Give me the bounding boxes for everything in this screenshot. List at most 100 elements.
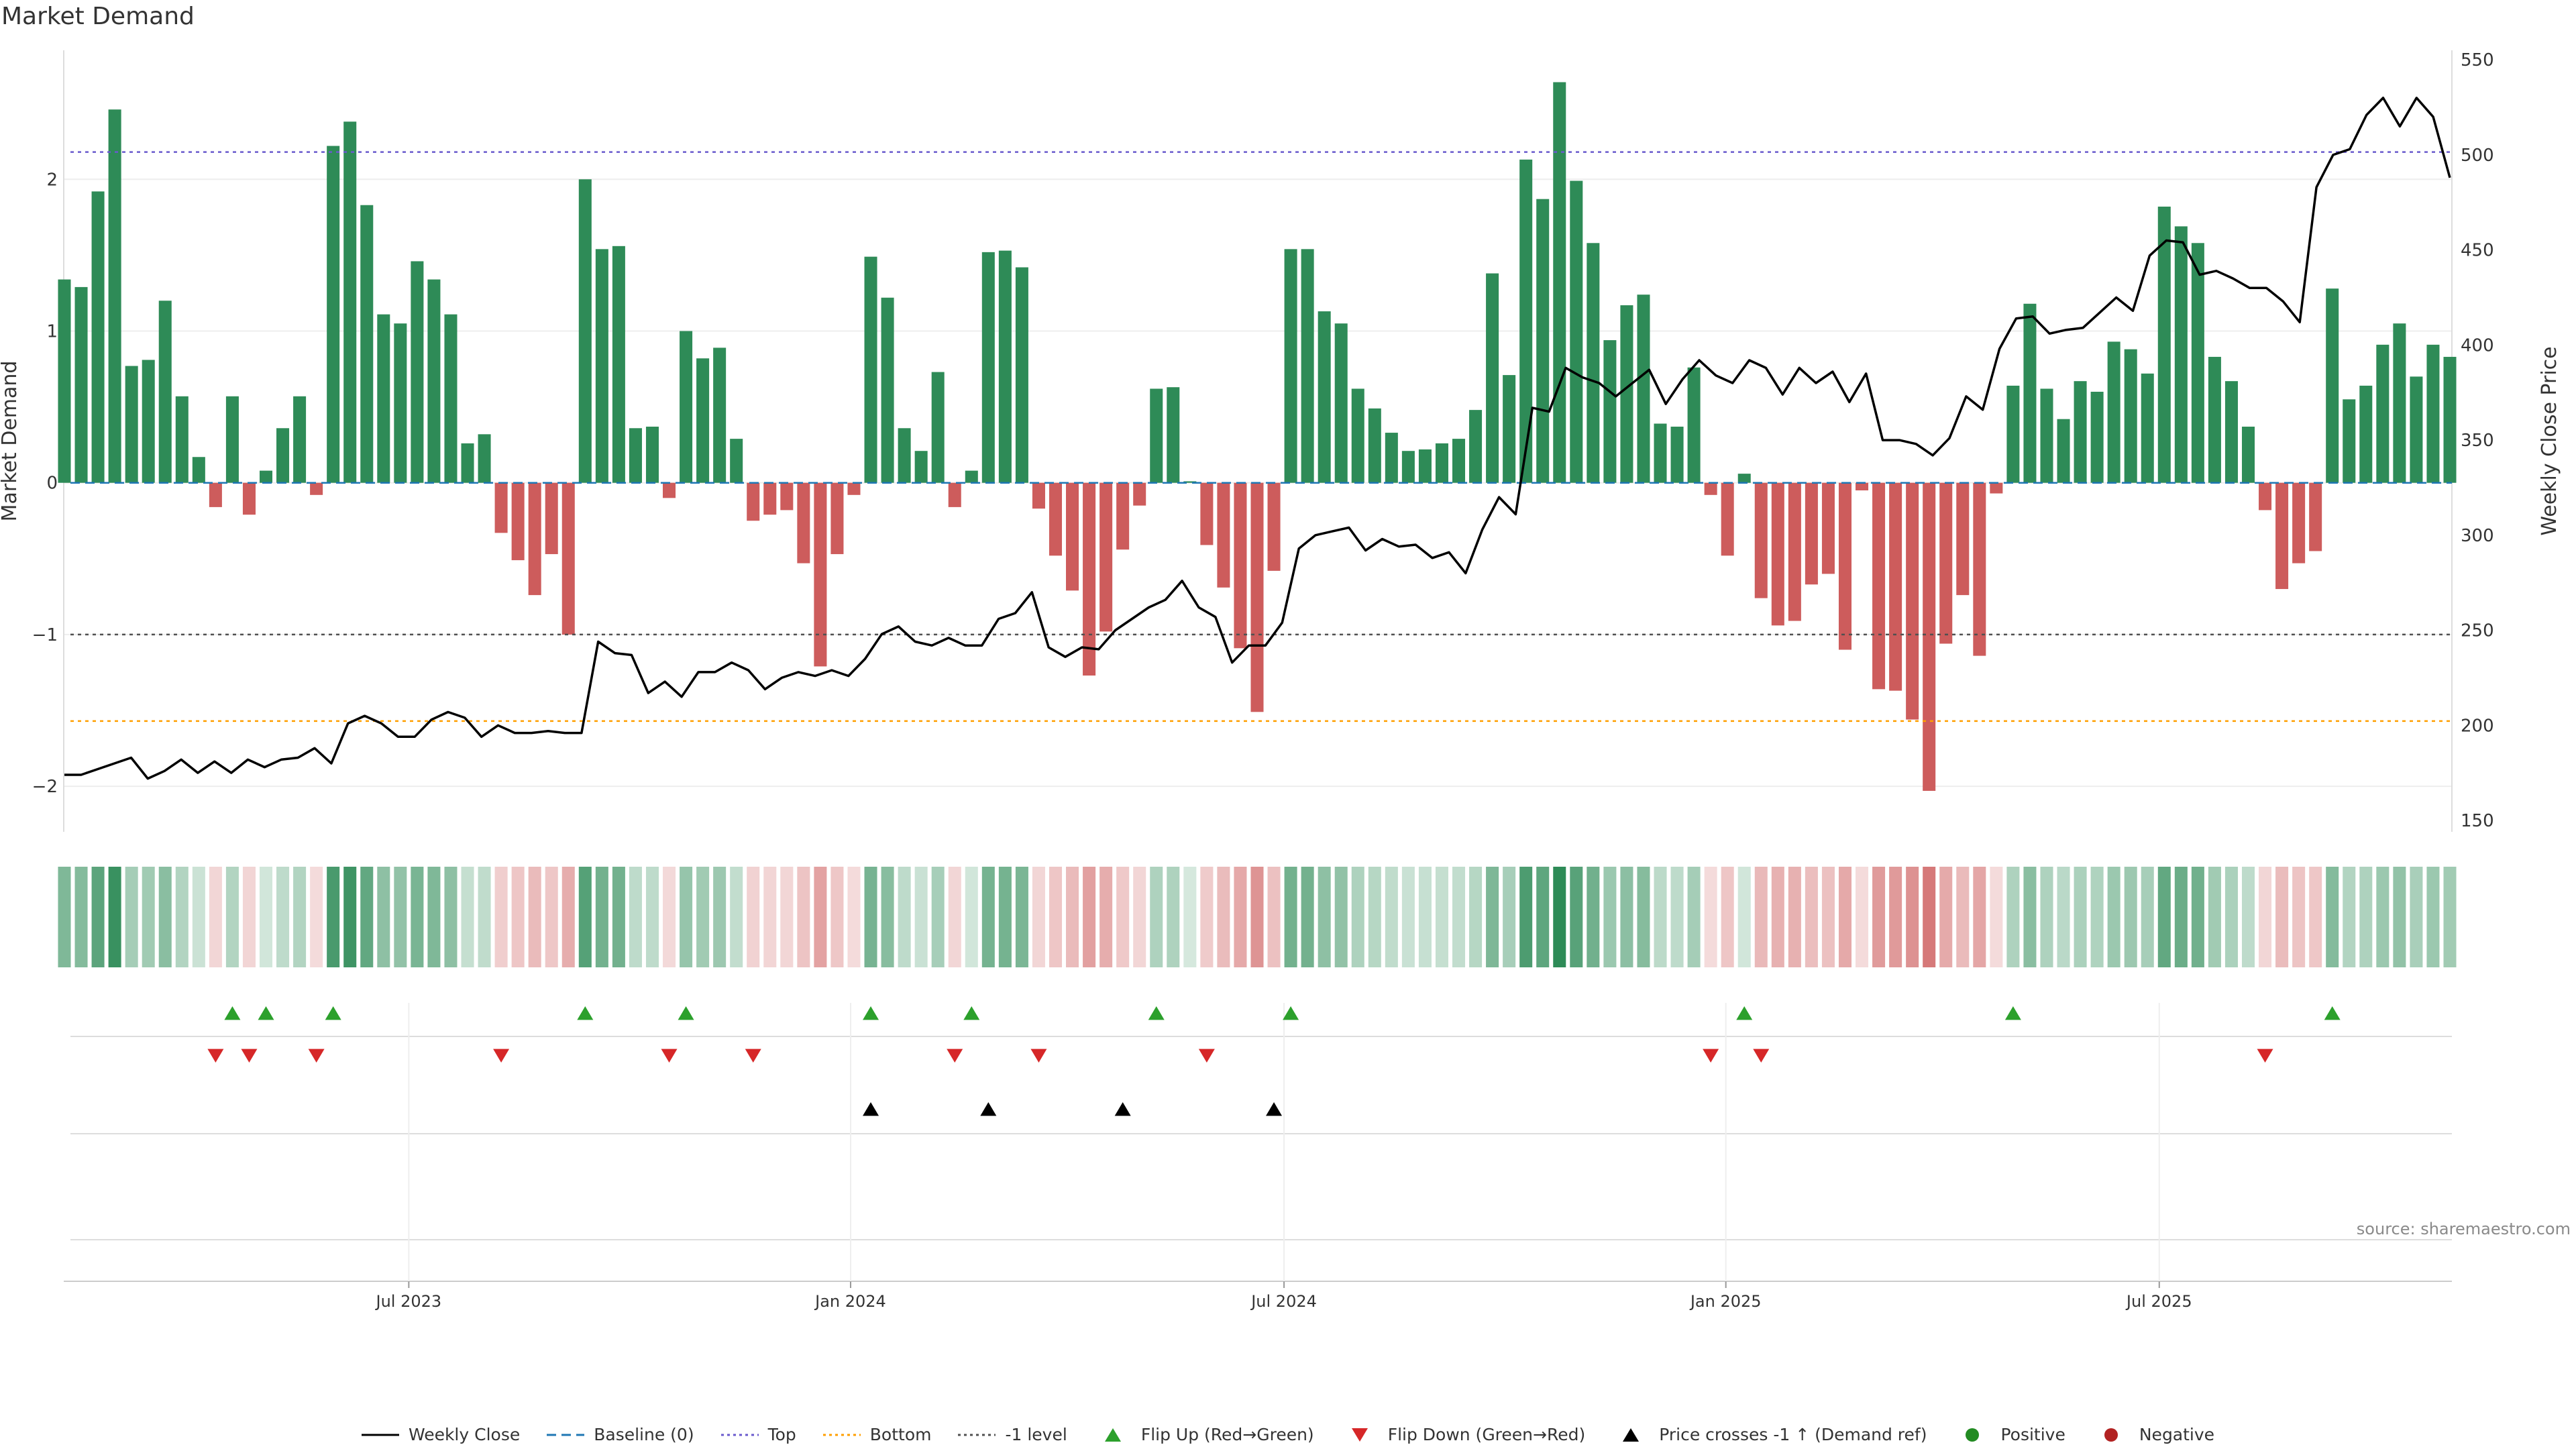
heat-strip-cell	[730, 867, 743, 967]
heat-strip-cell	[2275, 867, 2289, 967]
demand-bar	[1637, 294, 1650, 483]
demand-bar	[1083, 482, 1096, 676]
heat-strip-cell	[1049, 867, 1063, 967]
heat-strip-cell	[2309, 867, 2322, 967]
demand-bar	[1771, 482, 1784, 626]
demand-bar	[763, 482, 777, 515]
demand-bar	[1351, 388, 1364, 483]
y-tick-label: 0	[46, 474, 58, 494]
demand-bar	[696, 358, 710, 483]
heat-strip-cell	[864, 867, 877, 967]
heat-strip-cell	[1284, 867, 1297, 967]
demand-bar	[797, 482, 810, 564]
demand-bar	[1973, 482, 1986, 656]
demand-bar	[814, 482, 827, 667]
triangle-up-icon	[1612, 1427, 1650, 1443]
demand-bar	[327, 146, 340, 483]
y2-tick-label: 150	[2461, 811, 2494, 831]
demand-bar	[1805, 482, 1818, 585]
demand-bar	[998, 250, 1012, 483]
price-cross-marker	[1266, 1102, 1283, 1116]
heat-strip-cell	[1150, 867, 1163, 967]
x-tick-label: Jul 2024	[1250, 1292, 1317, 1311]
y2-tick-label: 550	[2461, 50, 2494, 70]
heat-strip-cell	[327, 867, 340, 967]
legend-label: Weekly Close	[408, 1425, 521, 1444]
heat-strip-cell	[259, 867, 273, 967]
legend: Weekly Close Baseline (0) Top Bottom -1 …	[0, 1425, 2576, 1444]
heat-strip-cell	[830, 867, 844, 967]
heat-strip-cell	[1553, 867, 1566, 967]
flip-up-marker	[1148, 1006, 1165, 1020]
demand-bar	[1049, 482, 1063, 556]
heat-strip-cell	[1301, 867, 1314, 967]
heat-strip-cell	[1704, 867, 1717, 967]
heat-strip-cell	[1435, 867, 1448, 967]
heat-strip-cell	[1805, 867, 1818, 967]
heat-strip-cell	[1838, 867, 1851, 967]
demand-bar	[2191, 243, 2204, 483]
heat-strip-cell	[108, 867, 121, 967]
demand-bar	[1956, 482, 1970, 596]
heat-strip-cell	[780, 867, 794, 967]
heat-strip-cell	[225, 867, 239, 967]
heat-strip-cell	[2426, 867, 2440, 967]
demand-bar	[444, 314, 458, 483]
demand-bar	[2275, 482, 2289, 590]
demand-bar	[1587, 243, 1600, 483]
demand-bar	[192, 457, 205, 483]
demand-bar	[1687, 367, 1701, 483]
heat-strip-cell	[1133, 867, 1146, 967]
x-tick-label: Jan 2025	[1689, 1292, 1762, 1311]
legend-item-minus1: -1 level	[958, 1425, 1067, 1444]
heat-strip-cell	[158, 867, 172, 967]
heat-strip-cell	[175, 867, 189, 967]
demand-bar	[58, 279, 71, 483]
demand-bar	[1167, 387, 1180, 483]
demand-bar	[545, 482, 558, 555]
demand-bar	[965, 470, 978, 483]
legend-label: Baseline (0)	[594, 1425, 694, 1444]
demand-bar	[612, 246, 625, 483]
demand-bar	[1200, 482, 1214, 545]
demand-bar	[1923, 482, 1936, 791]
heat-strip-cell	[1637, 867, 1650, 967]
heat-strip-cell	[1856, 867, 1869, 967]
heat-strip-cell	[242, 867, 256, 967]
heat-strip-cell	[2124, 867, 2137, 967]
heat-strip-cell	[478, 867, 491, 967]
heat-strip-cell	[2359, 867, 2373, 967]
flip-up-marker	[1283, 1006, 1299, 1020]
demand-bar	[209, 482, 222, 507]
demand-bar	[242, 482, 256, 515]
demand-bar	[2376, 344, 2390, 483]
demand-bar	[1704, 482, 1717, 495]
heat-strip-cell	[427, 867, 441, 967]
heat-strip-cell	[1267, 867, 1281, 967]
heat-strip-cell	[1167, 867, 1180, 967]
heat-strip-cell	[2241, 867, 2255, 967]
demand-bar	[864, 256, 877, 483]
demand-bar	[1603, 340, 1617, 483]
demand-bar	[1150, 388, 1163, 483]
demand-bar	[2292, 482, 2306, 564]
demand-bar	[478, 434, 491, 483]
heat-strip-cell	[377, 867, 390, 967]
demand-bar	[2259, 482, 2272, 511]
demand-bar	[2090, 391, 2104, 483]
demand-bar	[1889, 482, 1902, 691]
demand-bar	[1737, 474, 1751, 483]
heat-strip-cell	[1990, 867, 2003, 967]
demand-bar	[2359, 385, 2373, 483]
heat-strip-cell	[2393, 867, 2406, 967]
heat-strip-cell	[1889, 867, 1902, 967]
y2-tick-label: 450	[2461, 241, 2494, 261]
triangle-down-icon	[1341, 1427, 1379, 1443]
heat-strip-cell	[561, 867, 575, 967]
heat-strip-cell	[629, 867, 642, 967]
flip-up-marker	[2324, 1006, 2341, 1020]
demand-bar	[730, 439, 743, 483]
demand-bar	[1486, 273, 1499, 483]
heat-strip-cell	[1083, 867, 1096, 967]
demand-bar	[2157, 207, 2171, 483]
